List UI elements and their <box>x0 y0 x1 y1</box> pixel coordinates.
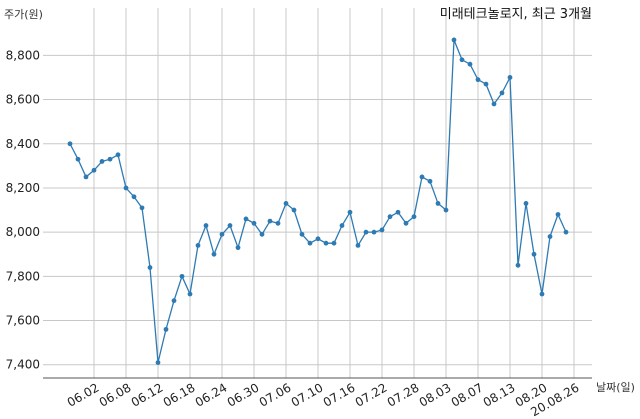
data-point <box>123 185 129 191</box>
data-point <box>147 265 153 270</box>
data-point <box>187 291 193 297</box>
data-point <box>219 231 225 237</box>
y-tick-label: 8,600 <box>6 93 40 107</box>
data-point <box>195 243 201 248</box>
data-point <box>427 178 433 184</box>
data-point <box>99 159 105 164</box>
data-point <box>451 37 457 43</box>
data-point <box>331 240 337 246</box>
data-point <box>131 194 137 200</box>
y-tick-label: 8,400 <box>6 137 40 151</box>
data-point <box>379 227 385 233</box>
data-point <box>483 81 489 87</box>
data-point <box>419 174 425 180</box>
data-point <box>491 101 497 107</box>
data-point <box>403 220 409 226</box>
x-axis-title: 날짜(일) <box>596 380 635 394</box>
data-point <box>467 61 473 67</box>
data-point <box>115 152 121 158</box>
y-tick-label: 8,800 <box>6 48 40 62</box>
data-point <box>443 207 449 213</box>
data-point <box>275 220 281 226</box>
data-point <box>307 240 313 246</box>
data-point <box>75 156 81 162</box>
data-point <box>371 229 377 235</box>
data-point <box>235 245 241 251</box>
data-point <box>315 236 321 242</box>
data-point <box>387 214 393 220</box>
data-point <box>435 201 441 206</box>
data-point <box>539 291 545 297</box>
data-point <box>91 167 97 173</box>
x-tick-label: 06.12 <box>129 380 166 409</box>
data-point <box>531 251 537 257</box>
x-tick-label: 07.10 <box>289 380 326 409</box>
x-tick-labels: 06.0206.0806.1206.1806.2406.3007.0607.10… <box>65 380 582 419</box>
chart-title: 미래테크놀로지, 최근 3개월 <box>440 7 592 22</box>
x-tick-label: 07.06 <box>257 380 294 409</box>
data-point <box>259 231 265 237</box>
data-point <box>563 229 569 235</box>
data-point <box>475 77 481 83</box>
y-tick-label: 7,600 <box>6 314 40 328</box>
data-point <box>363 229 369 235</box>
data-point <box>555 212 561 217</box>
data-point <box>155 360 161 365</box>
data-point <box>339 223 345 228</box>
y-tick-label: 7,400 <box>6 358 40 372</box>
data-point <box>515 262 521 268</box>
y-tick-label: 7,800 <box>6 269 40 283</box>
data-point <box>395 209 401 215</box>
data-point <box>163 326 169 332</box>
x-tick-label: 06.24 <box>193 380 230 409</box>
data-point <box>523 201 529 206</box>
x-tick-label: 06.18 <box>161 380 198 409</box>
data-point <box>211 251 217 257</box>
x-tick-label: 06.08 <box>97 380 134 409</box>
data-point <box>547 234 553 239</box>
x-tick-label: 06.02 <box>65 380 102 409</box>
x-tick-label: 08.07 <box>449 380 486 409</box>
y-axis-title: 주가(원) <box>4 8 43 21</box>
data-point <box>107 156 113 162</box>
data-point <box>67 141 73 147</box>
data-point <box>171 298 177 304</box>
y-tick-label: 8,200 <box>6 181 40 195</box>
x-tick-label: 07.22 <box>353 380 390 409</box>
data-point <box>323 240 329 246</box>
x-tick-label: 07.16 <box>321 380 358 409</box>
data-point <box>347 209 353 215</box>
data-point <box>251 220 257 226</box>
data-point <box>507 75 513 80</box>
x-tick-label: 08.13 <box>481 380 518 409</box>
grid-lines <box>43 8 592 378</box>
x-tick-label: 06.30 <box>225 380 262 409</box>
data-point <box>243 216 249 222</box>
y-tick-label: 8,000 <box>6 225 40 239</box>
data-point <box>499 90 505 96</box>
y-tick-labels: 7,400 7,600 7,800 8,000 8,200 8,400 8,600 8,800 <box>6 48 40 371</box>
data-point <box>283 201 289 206</box>
data-point <box>291 207 297 213</box>
x-tick-label: 07.28 <box>385 380 422 409</box>
data-point <box>299 231 305 237</box>
data-point <box>83 174 89 180</box>
data-point <box>411 214 417 220</box>
data-point <box>267 218 273 224</box>
data-point <box>139 205 145 211</box>
data-point <box>355 243 361 248</box>
data-point <box>459 57 465 63</box>
data-points <box>67 37 569 365</box>
data-point <box>179 273 185 279</box>
data-point <box>227 223 233 228</box>
x-tick-label: 08.03 <box>417 380 454 409</box>
data-point <box>203 223 209 228</box>
